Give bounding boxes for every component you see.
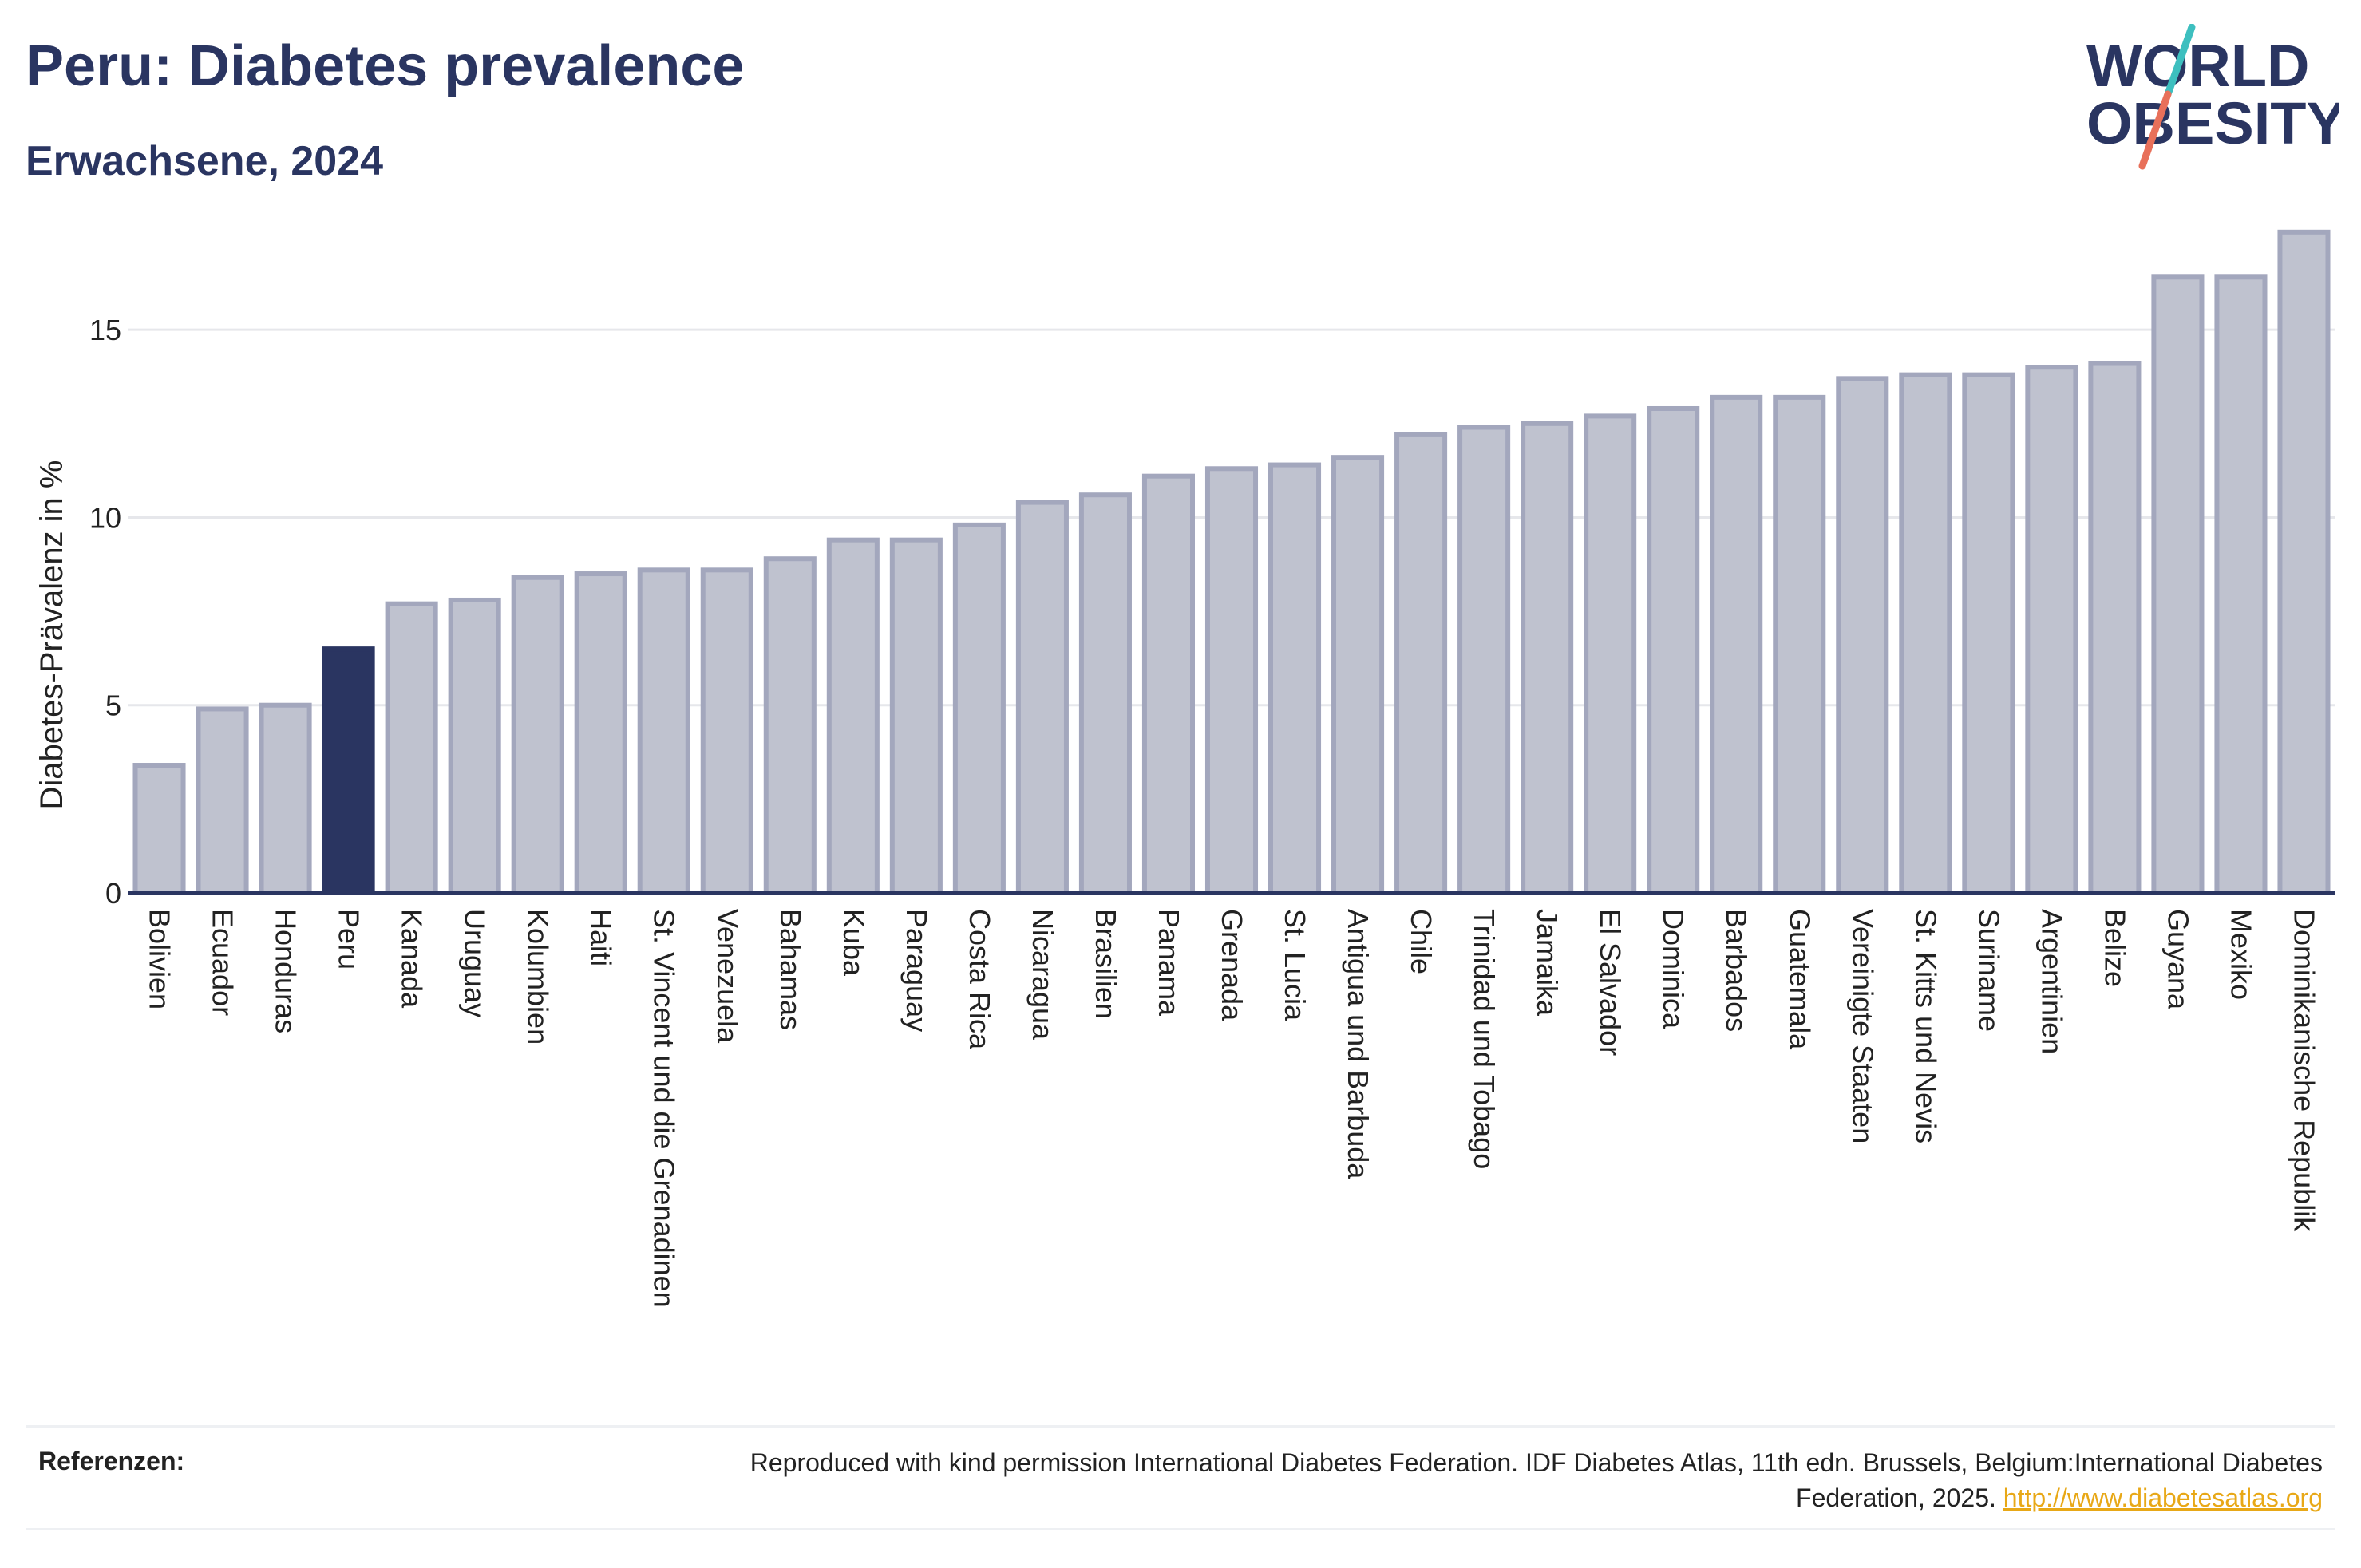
- x-tick-label: St. Kitts und Nevis: [1909, 909, 1942, 1143]
- bar-panama: [1141, 473, 1196, 895]
- y-axis-label: Diabetes-Prävalenz in %: [34, 460, 69, 810]
- logo-line-obesity: OBESITY: [2086, 90, 2339, 156]
- bar-bahamas: [763, 556, 817, 895]
- x-tick-label: Paraguay: [900, 909, 933, 1032]
- bar-jamaika: [1521, 421, 1574, 895]
- x-tick-label: Vereinigte Staaten: [1846, 909, 1879, 1143]
- chart-subtitle: Erwachsene, 2024: [26, 138, 384, 184]
- bar-bolivien: [132, 763, 186, 895]
- bar-trinidad-und-tobago: [1457, 425, 1511, 895]
- x-tick-label: El Salvador: [1594, 909, 1627, 1056]
- bar-el-salvador: [1584, 413, 1637, 895]
- x-tick-label: Honduras: [270, 909, 303, 1033]
- bar-haiti: [574, 571, 627, 895]
- references-label: Referenzen:: [38, 1447, 185, 1475]
- bar-guatemala: [1773, 394, 1826, 896]
- x-tick-label: Barbados: [1720, 909, 1753, 1032]
- x-tick-label: Uruguay: [459, 909, 492, 1017]
- x-tick-label: Peru: [333, 909, 366, 970]
- logo-slash-coral: [2138, 90, 2172, 170]
- x-tick-label: Guatemala: [1783, 909, 1816, 1050]
- bar-kolumbien: [511, 575, 564, 895]
- bar-suriname: [1962, 372, 2015, 895]
- x-tick-label: Jamaika: [1531, 909, 1564, 1017]
- bar-dominikanische-republik: [2277, 229, 2331, 896]
- x-tick-label: Costa Rica: [963, 909, 996, 1050]
- x-tick-label: Panama: [1153, 909, 1185, 1017]
- x-tick-labels: Bolivien Ecuador Honduras Peru Kanada Uruguay…: [144, 909, 2321, 1308]
- references-body: Reproduced with kind permission Internat…: [749, 1448, 2323, 1512]
- x-tick-label: Haiti: [585, 909, 618, 966]
- x-tick-label: Venezuela: [711, 909, 744, 1044]
- logo-slash-teal: [2164, 24, 2196, 98]
- bar-st-vincent-und-die-grenadinen: [637, 567, 690, 895]
- y-tick-label: 0: [105, 877, 121, 910]
- references-footer: Referenzen: Reproduced with kind permiss…: [26, 1425, 2335, 1530]
- bar-peru: [322, 646, 375, 896]
- y-tick-label: 5: [105, 689, 121, 722]
- bar-barbados: [1710, 394, 1763, 896]
- bar-uruguay: [448, 597, 501, 895]
- x-tick-label: Grenada: [1216, 909, 1248, 1021]
- bar-argentinien: [2025, 365, 2078, 895]
- bar-venezuela: [700, 567, 753, 895]
- x-tick-label: Kanada: [396, 909, 429, 1009]
- bar-kuba: [826, 537, 880, 896]
- y-tick-label: 10: [89, 501, 121, 534]
- bar-brasilien: [1078, 492, 1132, 895]
- bar-guyana: [2151, 274, 2205, 895]
- bar-vereinigte-staaten: [1836, 376, 1889, 896]
- x-tick-label: Guyana: [2161, 909, 2194, 1010]
- world-obesity-logo: WORLD OBESITY: [2086, 24, 2339, 170]
- x-tick-label: Bolivien: [144, 909, 176, 1009]
- x-tick-label: Argentinien: [2035, 909, 2068, 1054]
- x-tick-label: Trinidad und Tobago: [1468, 909, 1501, 1169]
- x-tick-label: Kolumbien: [522, 909, 555, 1045]
- y-tick-label: 15: [89, 314, 121, 346]
- chart-title: Peru: Diabetes prevalence: [26, 34, 745, 98]
- references-text: Reproduced with kind permission Internat…: [647, 1445, 2323, 1515]
- references-link[interactable]: http://www.diabetesatlas.org: [2003, 1483, 2323, 1512]
- x-tick-label: Antigua und Barbuda: [1342, 909, 1374, 1179]
- bar-grenada: [1204, 466, 1259, 895]
- x-tick-label: Dominikanische Republik: [2288, 909, 2320, 1232]
- bar-honduras: [259, 702, 312, 895]
- bars: [132, 229, 2331, 896]
- bar-dominica: [1647, 405, 1700, 895]
- bar-belize: [2088, 361, 2142, 895]
- x-tick-label: Nicaragua: [1026, 909, 1059, 1041]
- x-tick-label: Chile: [1405, 909, 1438, 974]
- bar-chart: 0 5 10 15 Bolivien Ecuador Honduras Peru Kanada…: [34, 229, 2335, 1308]
- bar-kanada: [385, 601, 438, 896]
- x-tick-label: Bahamas: [774, 909, 807, 1030]
- bar-costa-rica: [952, 522, 1006, 895]
- x-tick-label: Ecuador: [207, 909, 239, 1016]
- x-tick-label: Belize: [2098, 909, 2131, 987]
- bar-mexiko: [2214, 274, 2268, 895]
- bar-paraguay: [889, 537, 943, 896]
- x-tick-label: Brasilien: [1090, 909, 1122, 1019]
- x-tick-label: Kuba: [837, 909, 870, 977]
- x-tick-label: St. Lucia: [1279, 909, 1311, 1021]
- bar-chile: [1394, 432, 1448, 895]
- bar-antigua-und-barbuda: [1331, 455, 1385, 895]
- x-tick-label: Suriname: [1972, 909, 2005, 1032]
- bar-st-kitts-und-nevis: [1899, 372, 1952, 895]
- bar-ecuador: [196, 706, 249, 896]
- bar-nicaragua: [1015, 500, 1069, 895]
- logo-line-world: WORLD: [2086, 33, 2310, 99]
- y-tick-labels: 0 5 10 15: [89, 314, 121, 910]
- x-tick-label: Dominica: [1657, 909, 1690, 1029]
- bar-st-lucia: [1268, 462, 1322, 895]
- x-tick-label: St. Vincent und die Grenadinen: [648, 909, 681, 1308]
- x-tick-label: Mexiko: [2225, 909, 2257, 1000]
